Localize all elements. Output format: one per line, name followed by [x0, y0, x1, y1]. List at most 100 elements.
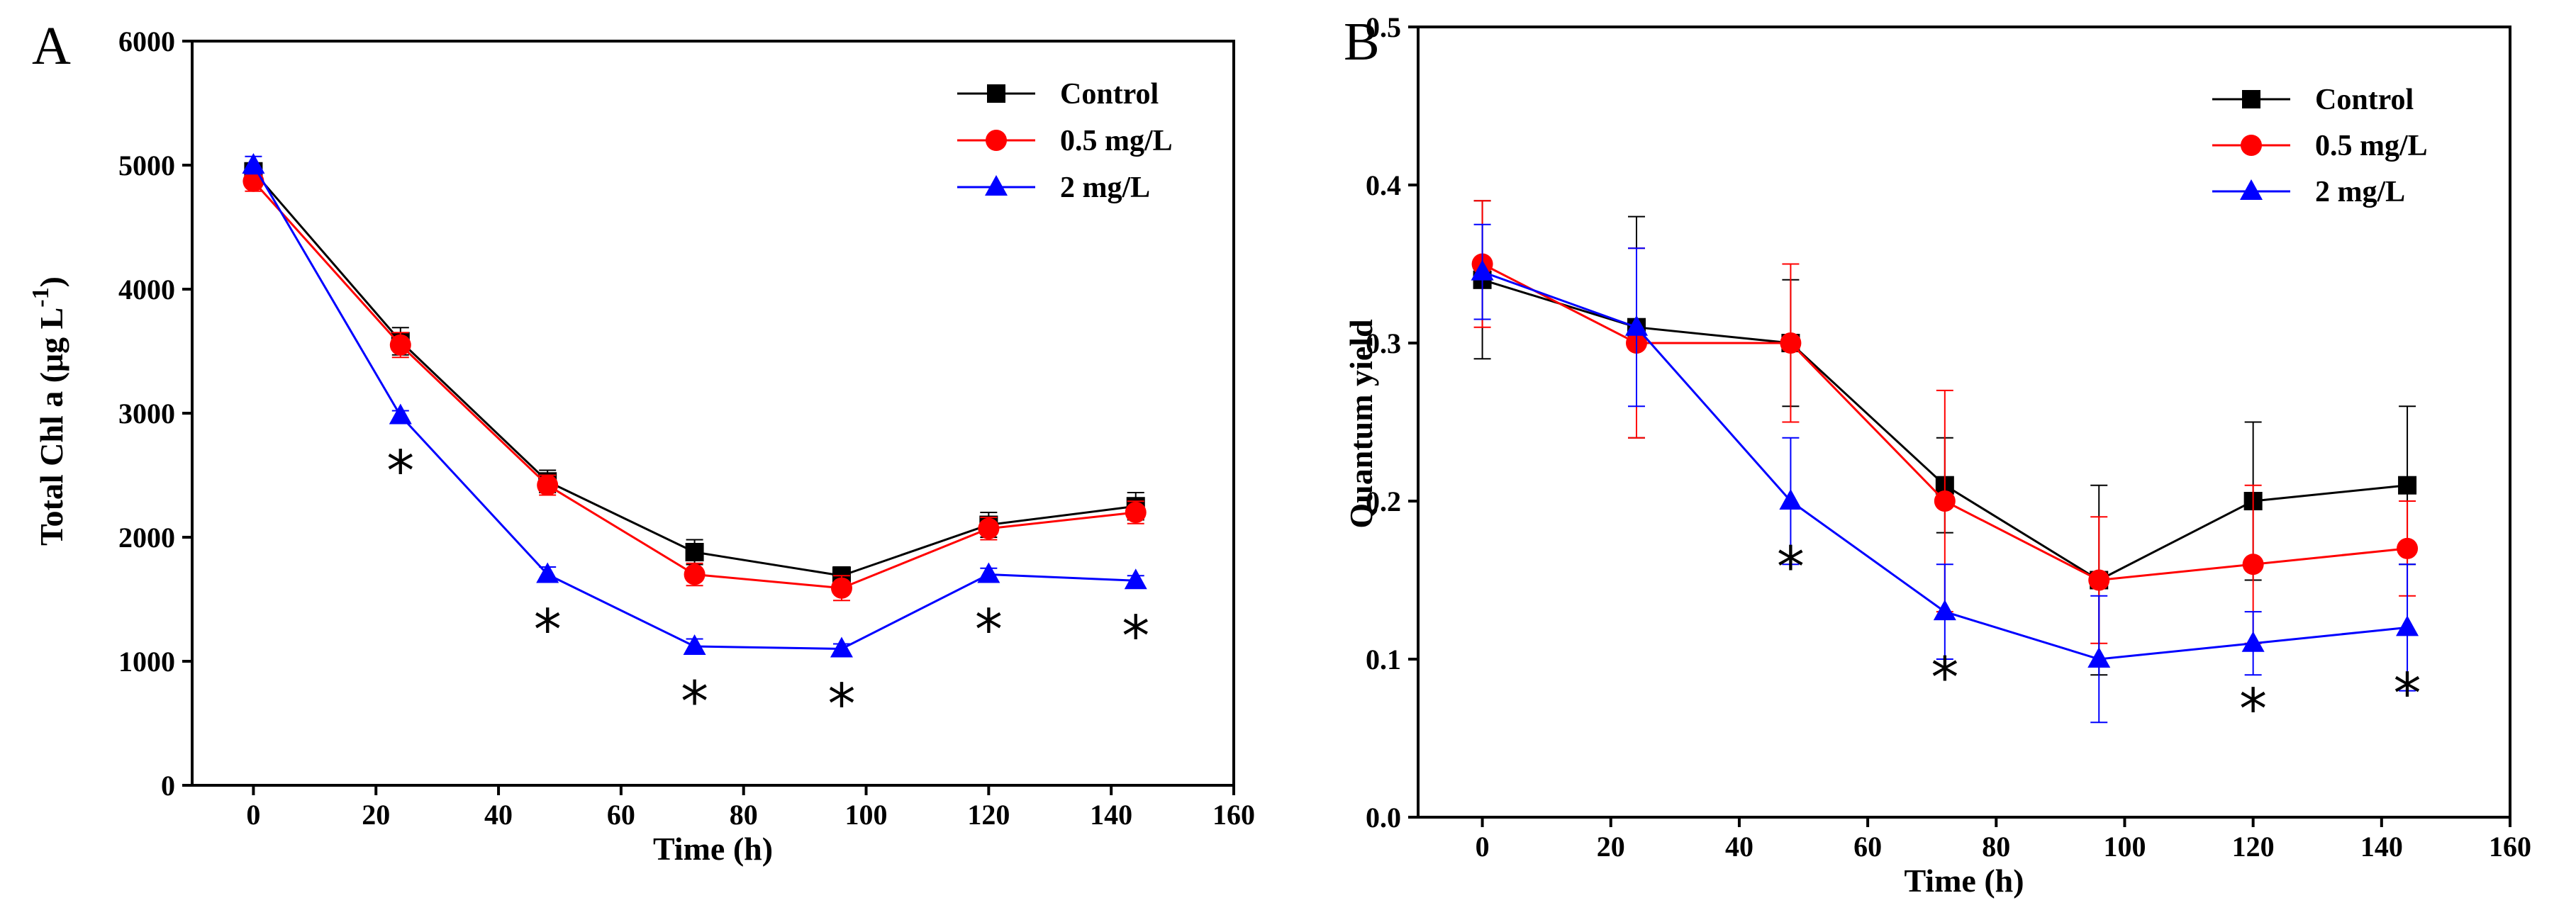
x-tick-label: 0 — [246, 799, 260, 831]
significance-star: * — [534, 599, 562, 663]
x-axis-title: Time (h) — [1904, 863, 2024, 899]
significance-star: * — [827, 673, 855, 737]
y-tick-label: 6000 — [118, 26, 175, 57]
x-tick-label: 40 — [1725, 831, 1753, 863]
data-point — [1124, 568, 1147, 590]
x-tick-label: 80 — [1982, 831, 2010, 863]
x-tick-label: 60 — [607, 799, 635, 831]
legend-entry: 2 mg/L — [2212, 176, 2405, 208]
panel-b: 0 20 40 60 80 100 120 140 160 0.0 0.1 0.2 0.3 0.4 0.5 T… — [1343, 11, 2531, 899]
significance-star: * — [1931, 646, 1958, 710]
y-tick-label: 0 — [161, 770, 175, 802]
legend-marker — [2241, 135, 2262, 156]
y-axis-title-main: Total Chl a (μg L — [33, 308, 69, 546]
legend-label: 2 mg/L — [1060, 172, 1150, 204]
x-tick-label: 160 — [1212, 799, 1255, 831]
data-point — [2088, 569, 2110, 591]
legend-entry: 2 mg/L — [957, 172, 1150, 204]
y-tick-label: 0.1 — [1366, 644, 1401, 675]
data-point — [1625, 315, 1648, 336]
data-point — [537, 474, 559, 496]
y-tick-label: 5000 — [118, 150, 175, 181]
legend-marker — [2242, 90, 2260, 108]
legend-label: Control — [1060, 78, 1159, 111]
legend-label: 2 mg/L — [2315, 176, 2405, 208]
legend-label: 0.5 mg/L — [2315, 130, 2428, 162]
significance-star: * — [1777, 536, 1805, 600]
x-tick-label: 160 — [2489, 831, 2531, 863]
legend-entry: Control — [2212, 84, 2414, 116]
panel-label: B — [1344, 12, 1380, 72]
data-point — [2398, 476, 2417, 495]
data-point — [2087, 647, 2111, 668]
legend-label: Control — [2315, 84, 2414, 116]
x-tick-label: 120 — [2232, 831, 2275, 863]
legend-entry: 0.5 mg/L — [957, 125, 1173, 157]
series-1 — [242, 170, 1147, 602]
y-tick-label: 1000 — [118, 646, 175, 678]
data-point — [978, 517, 1000, 539]
data-point — [2242, 554, 2264, 576]
data-point — [2396, 615, 2419, 636]
y-axis-title: Total Chl a (μg L-1) — [28, 276, 69, 546]
x-tick-label: 100 — [845, 799, 888, 831]
y-tick-label: 0.3 — [1366, 327, 1401, 359]
y-tick-label: 3000 — [118, 398, 175, 430]
significance-star: * — [2394, 662, 2421, 726]
data-point — [1779, 489, 1802, 510]
significance-star: * — [681, 670, 708, 734]
data-point — [1471, 259, 1494, 281]
data-point — [389, 334, 411, 356]
data-point — [683, 634, 706, 655]
legend-entry: 0.5 mg/L — [2212, 130, 2428, 162]
data-point — [536, 562, 559, 583]
series-2 — [1471, 223, 2419, 724]
x-tick-label: 20 — [1597, 831, 1625, 863]
data-point — [1780, 332, 1802, 354]
data-point — [2241, 631, 2265, 652]
significance-star: * — [1122, 605, 1149, 668]
x-tick-label: 100 — [2103, 831, 2146, 863]
y-tick-label: 2000 — [118, 522, 175, 554]
legend-marker — [985, 175, 1008, 196]
significance-star: * — [975, 599, 1003, 663]
x-axis-title: Time (h) — [653, 831, 773, 867]
plot-frame — [1417, 26, 2511, 819]
x-tick-label: 140 — [1090, 799, 1132, 831]
x-tick-label: 120 — [967, 799, 1010, 831]
data-point — [830, 577, 852, 599]
x-tick-label: 20 — [362, 799, 390, 831]
significance-star: * — [2239, 678, 2267, 742]
legend-marker — [986, 130, 1007, 151]
data-point — [1125, 502, 1147, 523]
data-point — [830, 636, 853, 658]
panel-label: A — [32, 16, 71, 76]
series-2 — [242, 153, 1147, 658]
legend-marker — [987, 84, 1005, 103]
significance-star: * — [386, 440, 414, 504]
legend-entry: Control — [957, 78, 1159, 111]
x-tick-label: 80 — [730, 799, 758, 831]
panel-a: 0 20 40 60 80 100 120 140 160 0 1000 2000 3000 4000 50… — [28, 16, 1255, 867]
data-point — [685, 543, 704, 561]
data-point — [242, 153, 265, 174]
data-point — [2397, 537, 2419, 559]
x-tick-label: 140 — [2360, 831, 2403, 863]
y-tick-label: 0.5 — [1366, 11, 1401, 43]
series-line — [252, 180, 1136, 590]
data-point — [1933, 600, 1956, 621]
legend-label: 0.5 mg/L — [1060, 125, 1173, 157]
y-axis-title-superscript: -1 — [28, 287, 54, 307]
series-0 — [244, 162, 1145, 585]
y-axis-title-main: Quantum yield — [1343, 319, 1379, 529]
legend-marker — [2240, 179, 2263, 200]
series-line — [252, 170, 1136, 577]
x-tick-label: 40 — [484, 799, 513, 831]
y-axis-title-close: ) — [33, 276, 69, 287]
data-point — [389, 403, 412, 425]
y-axis-title: Quantum yield — [1343, 319, 1379, 529]
data-point — [684, 563, 706, 585]
y-tick-label: 0.0 — [1366, 802, 1401, 833]
y-tick-label: 4000 — [118, 274, 175, 305]
